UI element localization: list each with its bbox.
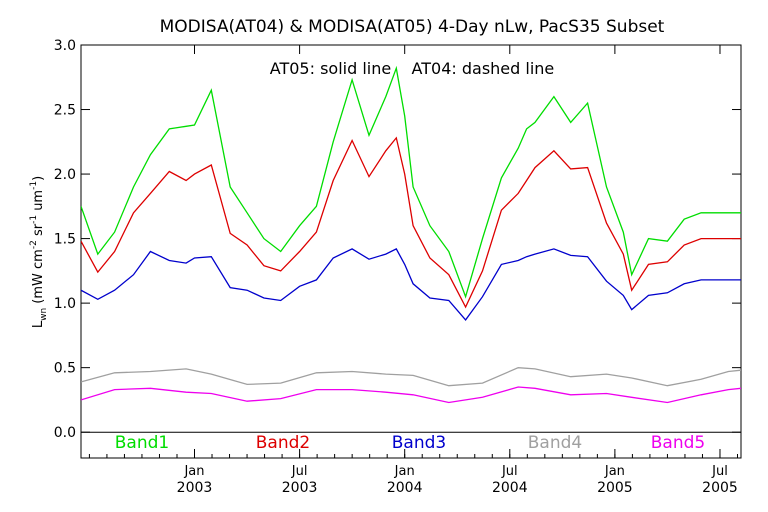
y-axis-label: Lwn (mW cm-2 sr-1 um-1): [29, 176, 49, 328]
x-tick-year: 2003: [282, 480, 318, 496]
series-line-band5: [81, 386, 741, 404]
x-tick-month: Jul: [291, 464, 308, 479]
y-axis-label-units: (mW cm: [31, 249, 46, 304]
legend-entry-band2: Band2: [256, 433, 310, 453]
series-lines: [81, 65, 741, 404]
y-tick-label: 2.5: [54, 103, 76, 119]
legend-entry-band5: Band5: [651, 433, 705, 453]
y-tick-label: 3.0: [54, 38, 76, 54]
legend-entry-band4: Band4: [528, 433, 582, 453]
y-axis-label-sub: wn: [39, 308, 49, 321]
x-tick-month: Jul: [501, 464, 518, 479]
series-line-band1: [81, 65, 741, 299]
series-line-band3: [81, 248, 741, 321]
y-tick-label: 0.0: [54, 425, 76, 441]
chart-annotation: AT05: solid line AT04: dashed line: [270, 59, 555, 78]
series-line-band4: [81, 367, 741, 387]
y-tick-label: 1.5: [54, 232, 76, 248]
plot-border: [80, 44, 742, 459]
y-axis-label-main: L: [31, 320, 46, 328]
x-tick-month: Jan: [604, 464, 625, 479]
svg-text:Lwn (mW cm-2 sr-1 um-1): Lwn (mW cm-2 sr-1 um-1): [29, 176, 49, 328]
legend-entry-band1: Band1: [115, 433, 169, 453]
series-line-band2: [81, 136, 741, 309]
x-tick-month: Jul: [711, 464, 728, 479]
plot-frame: [80, 44, 742, 459]
y-tick-label: 2.0: [54, 167, 76, 183]
x-tick-month: Jan: [183, 464, 204, 479]
x-tick-year: 2004: [492, 480, 528, 496]
legend-entry-band3: Band3: [392, 433, 446, 453]
x-tick-year: 2005: [702, 480, 738, 496]
x-axis: Jan2003Jul2003Jan2004Jul2004Jan2005Jul20…: [88, 45, 738, 496]
x-tick-month: Jan: [394, 464, 415, 479]
y-tick-label: 0.5: [54, 361, 76, 377]
y-axis: 3.0 2.5 2.0 1.5 1.0 0.5 0.0: [54, 38, 741, 441]
x-tick-year: 2003: [177, 480, 213, 496]
legend: Band1 Band2 Band3 Band4 Band5: [115, 433, 705, 453]
chart-title: MODISA(AT04) & MODISA(AT05) 4-Day nLw, P…: [160, 17, 665, 37]
y-tick-label: 1.0: [54, 296, 76, 312]
x-tick-year: 2004: [387, 480, 423, 496]
x-tick-year: 2005: [597, 480, 633, 496]
